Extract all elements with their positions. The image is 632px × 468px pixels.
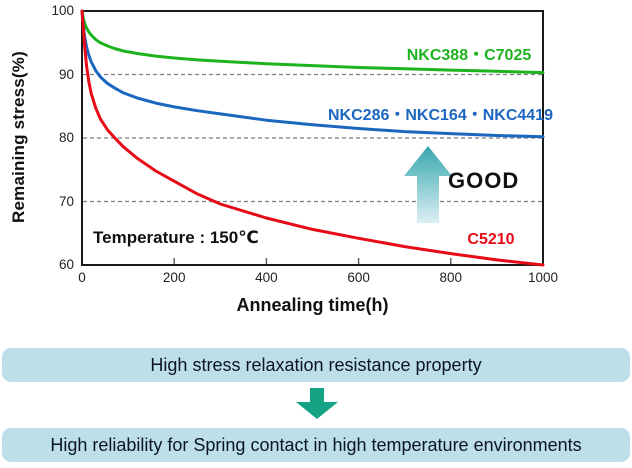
series-label-nkc388-c7025: NKC388・C7025 (406, 47, 532, 64)
temperature-annotation: Temperature : 150℃ (93, 228, 259, 247)
series-line-1 (80, 9, 545, 139)
x-tick-label-400: 400 (255, 270, 278, 285)
series-line-2 (80, 9, 545, 267)
y-tick-label-90: 90 (58, 66, 74, 82)
y-tick-label-80: 80 (58, 130, 74, 145)
y-tick-label-100: 100 (51, 3, 74, 18)
x-tick-label-800: 800 (439, 270, 463, 285)
series-label-nkc286-nkc164-nkc4419: NKC286・NKC164・NKC4419 (328, 107, 553, 124)
good-up-arrow-icon (404, 146, 452, 223)
line-chart-canvas (80, 9, 545, 267)
x-tick-label-0: 0 (78, 270, 86, 285)
down-arrow-icon (296, 388, 338, 419)
good-label: GOOD (448, 168, 520, 193)
banner-top-text: High stress relaxation resistance proper… (150, 354, 482, 375)
banner-top: High stress relaxation resistance proper… (2, 348, 630, 382)
x-tick-label-1000: 1000 (527, 270, 559, 285)
x-tick-label-600: 600 (347, 270, 370, 285)
y-tick-label-70: 70 (58, 193, 74, 209)
y-tick-label-60: 60 (58, 257, 74, 272)
x-tick-label-200: 200 (162, 270, 186, 285)
x-axis-label: Annealing time(h) (236, 295, 389, 315)
stress-relaxation-chart: Remaining stress(%) Annealing time(h) 10… (9, 3, 559, 315)
banner-bottom-text: High reliability for Spring contact in h… (50, 434, 582, 455)
series-line-0 (80, 9, 545, 75)
banner-bottom: High reliability for Spring contact in h… (2, 428, 630, 462)
series-label-c5210: C5210 (467, 231, 515, 248)
